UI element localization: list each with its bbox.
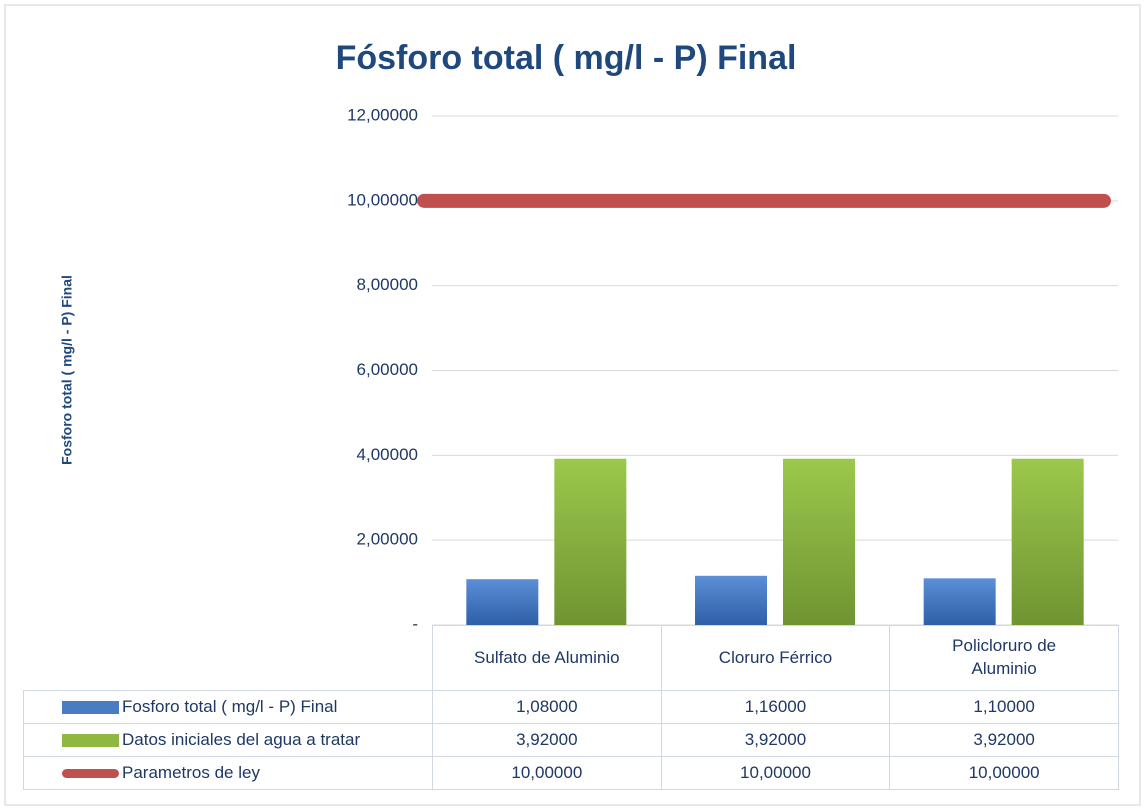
legend-swatch [62,701,119,714]
y-tick-label: 6,00000 [357,360,418,379]
legend-swatch [62,734,119,747]
legend-cell: Fosforo total ( mg/l - P) Final [23,690,433,724]
value-cell: 3,92000 [889,723,1119,757]
value-cell: 3,92000 [660,723,891,757]
bar [466,579,539,625]
category-cell: Policloruro de Aluminio [889,625,1119,691]
bar [783,458,855,625]
legend-label: Fosforo total ( mg/l - P) Final [122,696,338,716]
y-tick-label: 4,00000 [357,445,418,464]
bar [923,578,996,625]
chart-border [4,4,1141,806]
category-cell: Sulfato de Aluminio [432,625,662,691]
value-cell: 10,00000 [432,756,662,790]
value-cell: 1,08000 [432,690,662,724]
chart-title: Fósforo total ( mg/l - P) Final [336,39,797,77]
y-tick-label: - [412,614,418,633]
legend-swatch [62,769,119,778]
legend-label: Datos iniciales del agua a tratar [122,729,361,749]
y-tick-label: 8,00000 [357,275,418,294]
y-tick-label: 12,00000 [347,105,418,124]
value-cell: 1,10000 [889,690,1119,724]
y-tick-label: 10,00000 [347,190,418,209]
bar [1011,458,1084,625]
value-cell: 3,92000 [432,723,662,757]
value-cell: 1,16000 [660,690,891,724]
bar [554,458,627,625]
legend-label: Parametros de ley [122,762,260,782]
y-axis-title: Fosforo total ( mg/l - P) Final [59,275,75,465]
value-cell: 10,00000 [660,756,891,790]
category-cell: Cloruro Férrico [660,625,891,691]
legend-cell: Datos iniciales del agua a tratar [23,723,433,757]
value-cell: 10,00000 [889,756,1119,790]
y-tick-label: 2,00000 [357,530,418,549]
legend-cell: Parametros de ley [23,756,433,790]
bar [695,575,767,625]
